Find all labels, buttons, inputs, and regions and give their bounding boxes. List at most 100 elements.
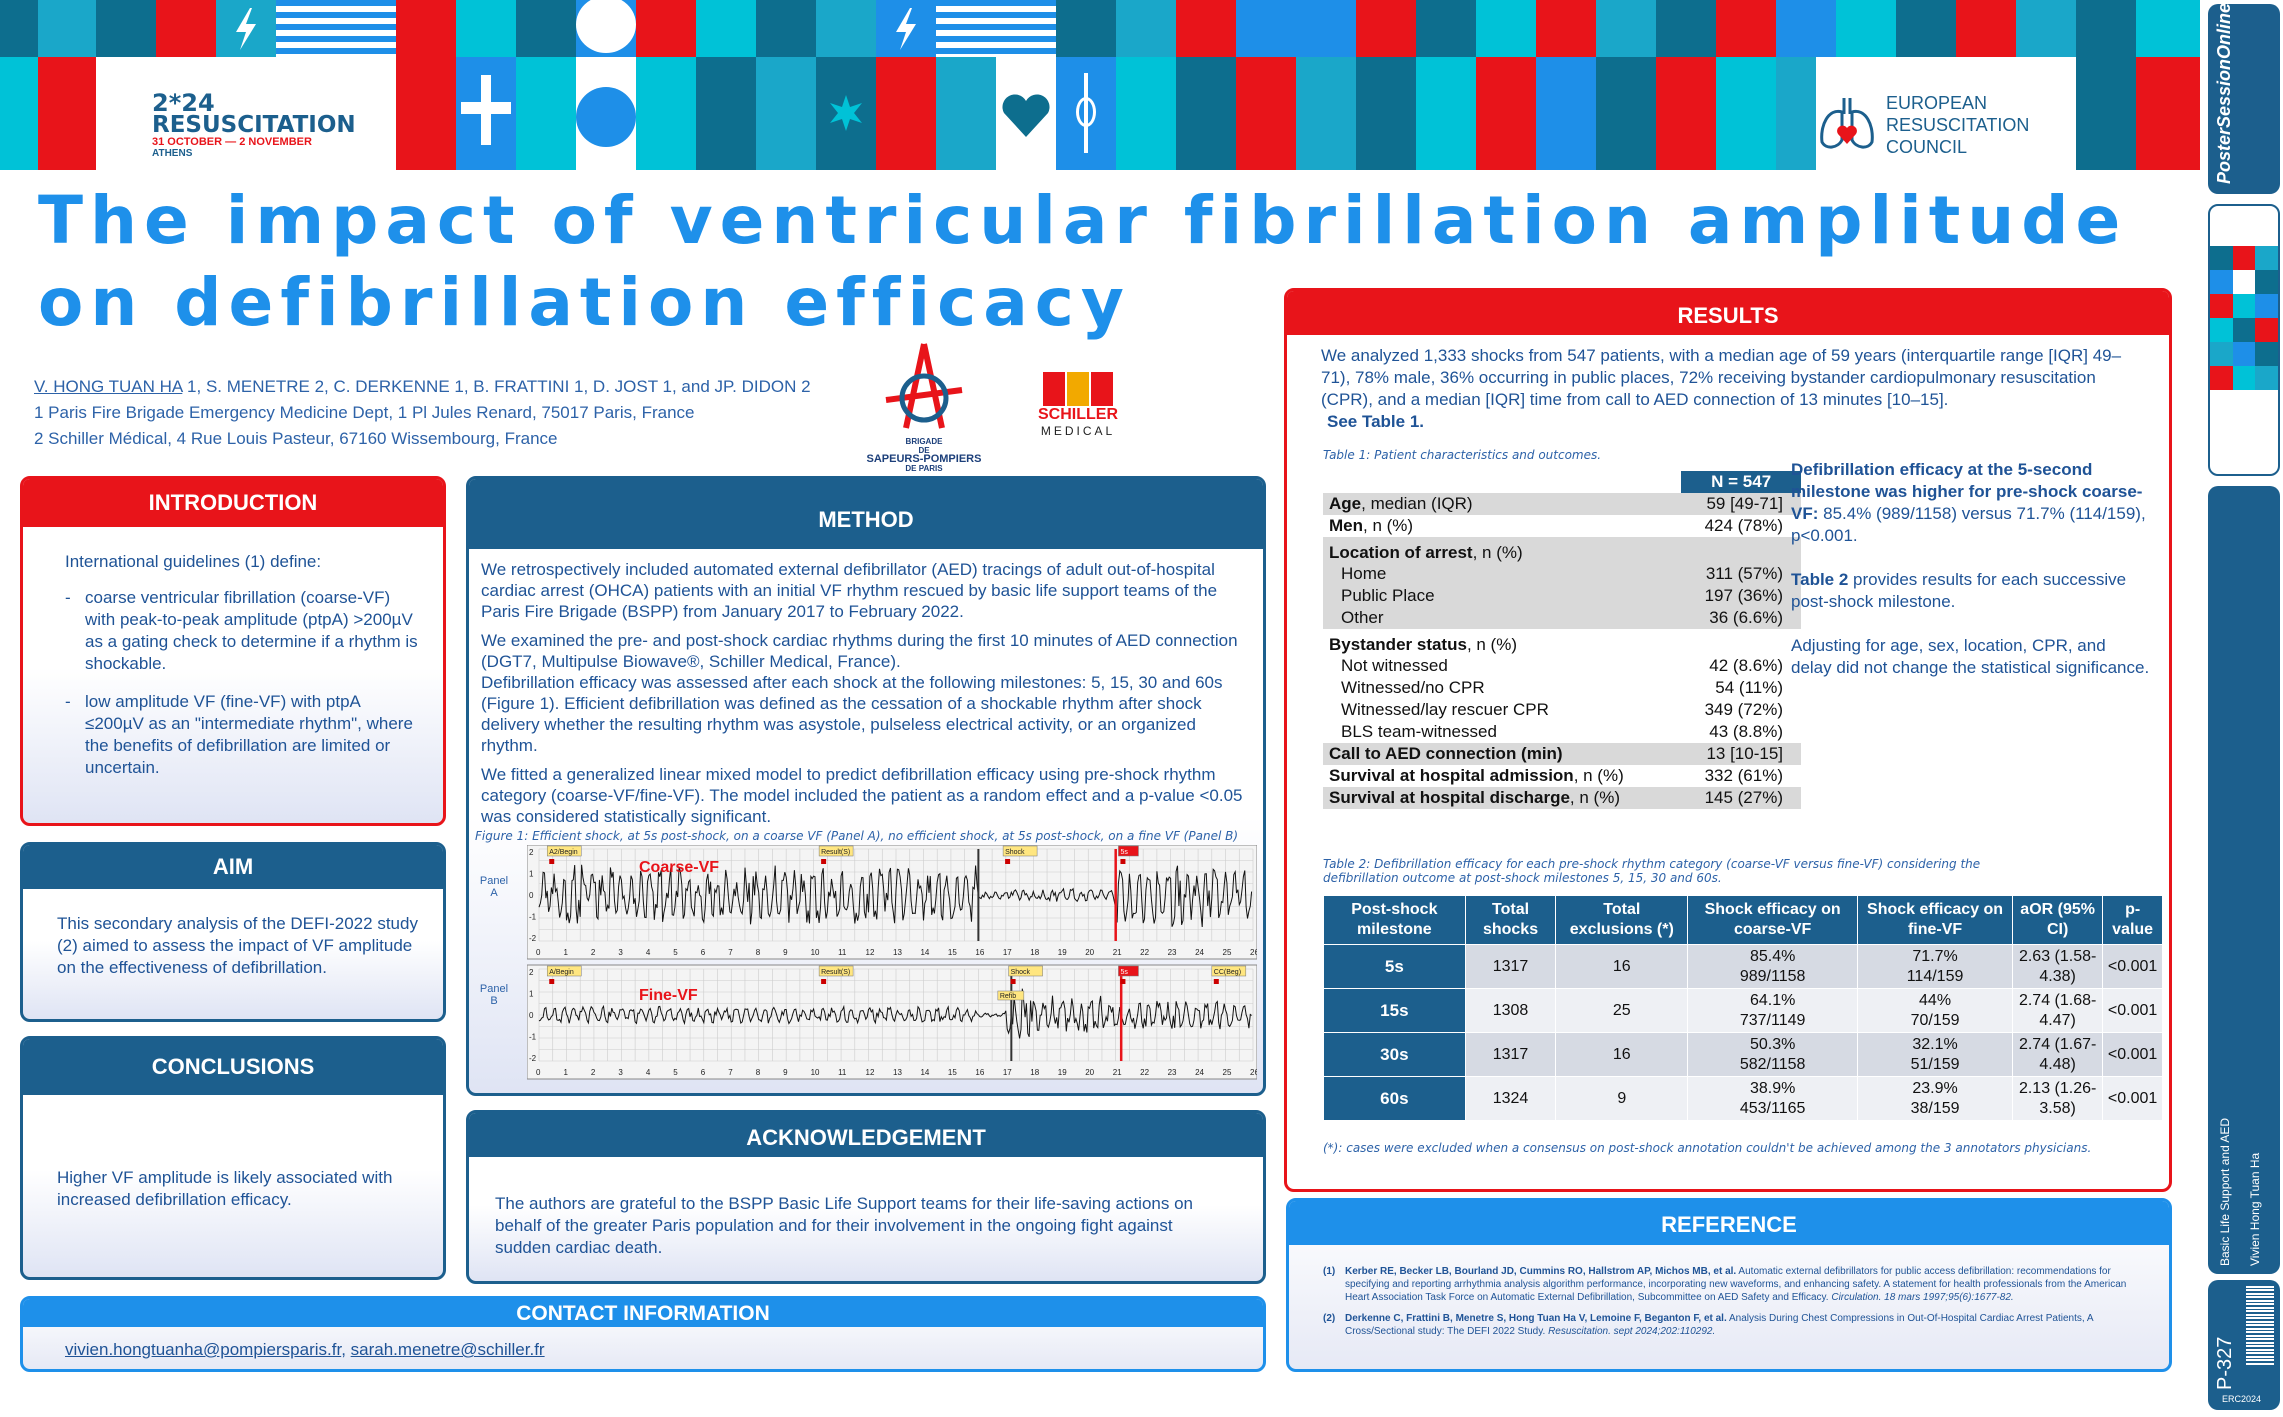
ecg-y-tick: -1 xyxy=(529,913,537,922)
aim-title: AIM xyxy=(23,845,443,889)
efficacy-summary: Defibrillation efficacy at the 5-second … xyxy=(1791,460,2146,545)
table-2-milestone: 15s xyxy=(1323,988,1466,1033)
ecg-x-tick: 11 xyxy=(838,1068,847,1077)
ecg-x-tick: 22 xyxy=(1140,1068,1149,1077)
table-2-caption: Table 2: Defibrillation efficacy for eac… xyxy=(1323,857,1981,885)
ecg-x-tick: 2 xyxy=(591,948,596,957)
table-1-label: Men, n (%) xyxy=(1329,516,1414,535)
introduction-bullet-1: coarse ventricular fibrillation (coarse-… xyxy=(85,588,418,673)
adjustment-note: Adjusting for age, sex, location, CPR, a… xyxy=(1791,636,2150,677)
conclusions-panel: CONCLUSIONS Higher VF amplitude is likel… xyxy=(20,1036,446,1280)
ecg-x-tick: 5 xyxy=(673,948,678,957)
table-1-row: Survival at hospital discharge, n (%) 145… xyxy=(1323,787,1801,809)
ecg-x-tick: 15 xyxy=(948,948,957,957)
affiliation-1: 1 Paris Fire Brigade Emergency Medicine … xyxy=(34,403,695,422)
ecg-marker-label: Shock xyxy=(1011,969,1031,976)
ecg-x-tick: 23 xyxy=(1168,1068,1177,1077)
lungs-heart-icon xyxy=(1820,98,1874,149)
table-2-value: 2.74 (1.67-4.48) xyxy=(2018,1035,2097,1073)
session-topic: Basic Life Support and AED xyxy=(2218,1117,2232,1266)
table-2-header: p-value xyxy=(2102,895,2163,945)
ecg-x-tick: 21 xyxy=(1113,948,1122,957)
ecg-y-tick: 2 xyxy=(529,968,534,977)
ecg-x-tick: 10 xyxy=(811,948,820,957)
ecg-y-tick: -1 xyxy=(529,1033,537,1042)
table-2-value: 32.1% xyxy=(1912,1035,1958,1053)
table-1-row: Survival at hospital admission, n (%) 332… xyxy=(1323,765,1801,787)
ecg-y-tick: -2 xyxy=(529,1054,537,1063)
conclusions-title: CONCLUSIONS xyxy=(23,1039,443,1095)
ecg-x-tick: 0 xyxy=(536,1068,541,1077)
email-link-2[interactable]: sarah.menetre@schiller.fr xyxy=(350,1340,545,1359)
ecg-x-tick: 21 xyxy=(1113,1068,1122,1077)
ecg-marker-label: Result(S) xyxy=(821,849,850,856)
conference-year: 2*24 xyxy=(152,89,215,117)
resuscitation-2024-logo: 2*24 RESUSCITATION 31 OCTOBER — 2 NOVEMB… xyxy=(152,89,392,159)
panel-a-label: Panel A xyxy=(479,875,509,899)
table-1-value: 197 (36%) xyxy=(1681,585,1801,607)
table-1-header: N = 547 xyxy=(1681,471,1801,493)
reference-2-number: (2) xyxy=(1323,1313,1336,1324)
table-2-cell: 1317 xyxy=(1464,944,1557,989)
ecg-x-tick: 14 xyxy=(920,1068,929,1077)
ecg-x-tick: 7 xyxy=(728,948,733,957)
ecg-x-tick: 12 xyxy=(866,1068,875,1077)
table-1-row: Public Place 197 (36%) xyxy=(1323,585,1801,607)
results-intro: We analyzed 1,333 shocks from 547 patien… xyxy=(1321,346,2122,409)
table-2-note: Table 2 provides results for each succes… xyxy=(1791,570,2127,611)
table-2-cell: 50.3% 582/1158 xyxy=(1687,1032,1859,1077)
erc-line1: EUROPEAN xyxy=(1886,93,1988,113)
ecg-x-tick: 20 xyxy=(1085,1068,1094,1077)
ecg-marker-tag xyxy=(1118,845,1139,857)
table-2-header: Total shocks xyxy=(1464,895,1557,945)
session-info-strip: Basic Life Support and AED Vivien Hong T… xyxy=(2208,486,2280,1274)
reference-1-number: (1) xyxy=(1323,1266,1336,1277)
ecg-marker-dot xyxy=(549,979,555,984)
table-2-milestone: 5s xyxy=(1323,944,1466,989)
table-2-value: 1324 xyxy=(1492,1089,1529,1107)
method-paragraph-1: We retrospectively included automated ex… xyxy=(481,560,1218,621)
ecg-y-tick: 0 xyxy=(529,1011,534,1020)
table-2-cell: 44% 70/159 xyxy=(1857,988,2014,1033)
table-1-value: 349 (72%) xyxy=(1704,700,1783,719)
ecg-marker-label: 5s xyxy=(1120,969,1128,976)
table-2-value: 1308 xyxy=(1492,1001,1529,1019)
first-author[interactable]: V. HONG TUAN HA xyxy=(34,377,183,396)
table-2-footnote: (*): cases were excluded when a consensu… xyxy=(1323,1141,2092,1155)
ecg-x-tick: 18 xyxy=(1030,948,1039,957)
table-2-cell: 2.13 (1.26-3.58) xyxy=(2012,1076,2104,1121)
caduceus-icon xyxy=(1056,57,1116,170)
table-2: Post-shock milestone Total shocks Total ex… xyxy=(1323,895,2163,1121)
table-1-label: Age, median (IQR) xyxy=(1323,493,1682,515)
table-2-header: Shock efficacy on coarse-VF xyxy=(1687,895,1859,945)
ecg-x-tick: 16 xyxy=(975,948,984,957)
table-1-value: 43 (8.8%) xyxy=(1709,722,1783,741)
affiliation-2: 2 Schiller Médical, 4 Rue Louis Pasteur,… xyxy=(34,429,558,448)
introduction-panel: INTRODUCTION International guidelines (1… xyxy=(20,476,446,826)
table-2-value: 64.1% xyxy=(1749,991,1796,1009)
table-2-value: 23.9% xyxy=(1912,1079,1958,1097)
table-2-cell: 1308 xyxy=(1464,988,1557,1033)
table-2-value: 85.4% xyxy=(1749,947,1796,965)
ecg-marker-label: 5s xyxy=(1120,849,1128,856)
table-1-label: Not witnessed xyxy=(1341,656,1448,675)
cross-icon xyxy=(456,57,516,170)
table-2-cell: 1317 xyxy=(1464,1032,1557,1077)
ecg-x-tick: 12 xyxy=(866,948,875,957)
table-2-value: 25 xyxy=(1612,1001,1631,1019)
reference-2-authors: Derkenne C, Frattini B, Menetre S, Hong … xyxy=(1345,1313,1727,1324)
lightning-icon xyxy=(216,0,276,57)
reference-1: (1) Kerber RE, Becker LB, Bourland JD, C… xyxy=(1323,1265,2153,1304)
ecg-x-tick: 11 xyxy=(838,948,847,957)
refib-label: Refib xyxy=(1000,993,1016,1000)
table-2-value: 15s xyxy=(1380,1000,1409,1020)
refib-tag xyxy=(997,990,1025,1001)
email-link-1[interactable]: vivien.hongtuanha@pompiersparis.fr xyxy=(65,1340,342,1359)
table-1-value: 424 (78%) xyxy=(1704,516,1783,535)
table-2-value: 9 xyxy=(1617,1089,1627,1107)
table-1-label: Survival at hospital discharge, n (%) xyxy=(1323,787,1682,809)
schiller-lungs-tile xyxy=(1067,372,1089,406)
table-1-label: BLS team-witnessed xyxy=(1341,722,1497,741)
title-line-2: on defibrillation efficacy xyxy=(38,264,1131,341)
ecg-x-tick: 16 xyxy=(975,1068,984,1077)
